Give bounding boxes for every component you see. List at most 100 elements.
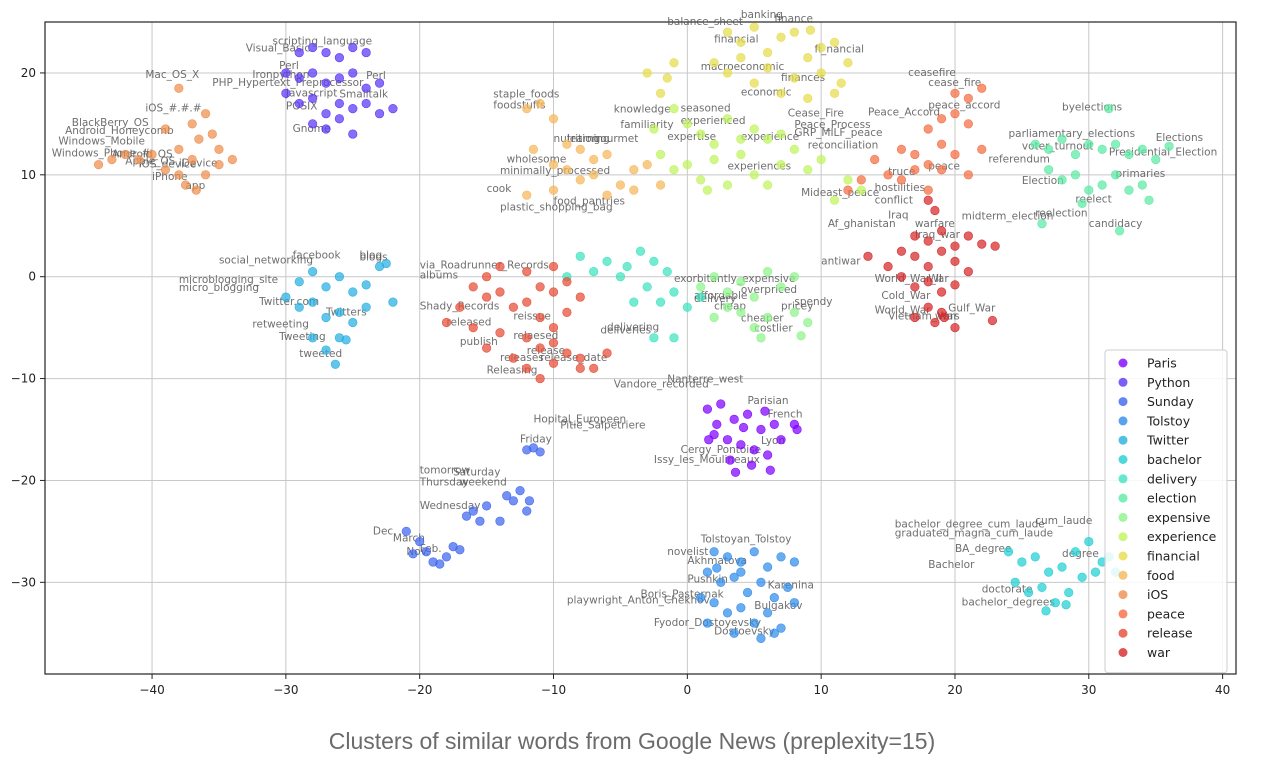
data-point [535,343,545,353]
data-point [736,134,746,144]
word-label: degree [1062,548,1099,560]
data-point [923,124,933,134]
data-point [361,98,371,109]
data-point [704,435,714,445]
data-point [883,261,893,272]
data-point [214,144,224,154]
word-label: Issy_les_Moulineaux [654,454,760,466]
word-label: Parisian [748,395,789,407]
data-point [348,68,358,78]
data-point [856,175,866,185]
word-label: Friday [520,434,552,446]
legend-label: Python [1147,375,1190,390]
data-point [575,251,585,261]
word-label: delivering [607,322,659,334]
data-point [736,440,746,450]
data-point [662,73,672,83]
data-point [180,180,191,190]
data-point [535,447,545,457]
data-point [725,455,735,465]
word-label: learning [567,133,610,145]
data-point [535,98,545,109]
data-point [749,170,759,180]
data-point [856,185,866,195]
word-label: reconciliation [808,139,878,151]
data-point [716,577,726,587]
data-point [950,323,960,333]
data-point [702,185,713,195]
data-point [722,302,733,312]
data-point [803,93,813,104]
word-label: bachelor_degrees [962,597,1055,609]
data-point [548,160,559,170]
word-label: social_networking [219,254,313,266]
data-point [662,266,672,277]
data-point [589,266,599,277]
legend-marker [1118,455,1128,464]
data-point [749,78,759,88]
data-point [461,511,472,521]
word-label: Gulf_War [948,302,996,314]
data-point [669,103,679,114]
data-point [736,37,746,47]
word-label: BA_degree [955,543,1011,555]
word-label: parliamentary_elections [1009,128,1136,140]
word-label: iOS_device [139,159,197,171]
word-label: nutrition [554,133,599,145]
word-label: referendum [988,154,1049,166]
data-point [896,175,907,185]
data-point [936,114,947,124]
legend-label: delivery [1147,471,1198,486]
word-label: graduated_magna_cum_laude [895,527,1053,539]
data-point [923,195,933,205]
word-label: Javascript [285,87,337,99]
data-point [716,399,726,409]
legend-label: Tolstoy [1146,413,1191,428]
word-label: costlier [754,323,793,335]
data-point [321,78,331,88]
word-label: fi_nancial [814,44,864,56]
data-point [910,165,920,175]
data-point [1137,180,1147,190]
data-point [776,32,786,42]
data-point [709,272,719,282]
data-point [321,47,331,58]
word-label: hostilities [875,182,925,194]
data-point [562,139,572,149]
word-label: iDevice [179,158,218,170]
data-point [1017,557,1027,567]
data-point [361,280,371,290]
word-label: Pitie_Salpetriere [560,419,645,431]
data-point [763,608,773,618]
legend-label: release [1147,626,1193,641]
data-point [548,358,559,368]
legend-marker [1118,512,1128,522]
data-point [776,435,786,445]
data-point [936,226,947,236]
word-label: affordable [694,290,747,302]
x-tick-label: 10 [814,683,829,697]
data-point [160,165,171,175]
data-point [896,246,907,256]
series-ios [93,83,237,195]
data-point [930,317,940,328]
legend-marker [1118,648,1128,657]
data-point [1097,144,1107,154]
data-point [535,282,545,292]
data-point [1064,587,1074,598]
legend-marker [1118,551,1128,561]
data-point [548,185,559,195]
data-point [522,297,532,307]
data-point [1097,180,1107,190]
data-point [1057,175,1067,185]
series-release [441,261,612,384]
data-point [191,185,201,195]
data-point [482,343,492,353]
data-point [763,312,773,323]
legend: Paris Python Sunday Tolstoy Twitter bachelor d… [1104,349,1228,674]
data-point [1023,587,1034,598]
data-point [709,312,719,323]
data-point [923,160,933,170]
data-point [776,552,786,562]
data-point [669,333,679,343]
